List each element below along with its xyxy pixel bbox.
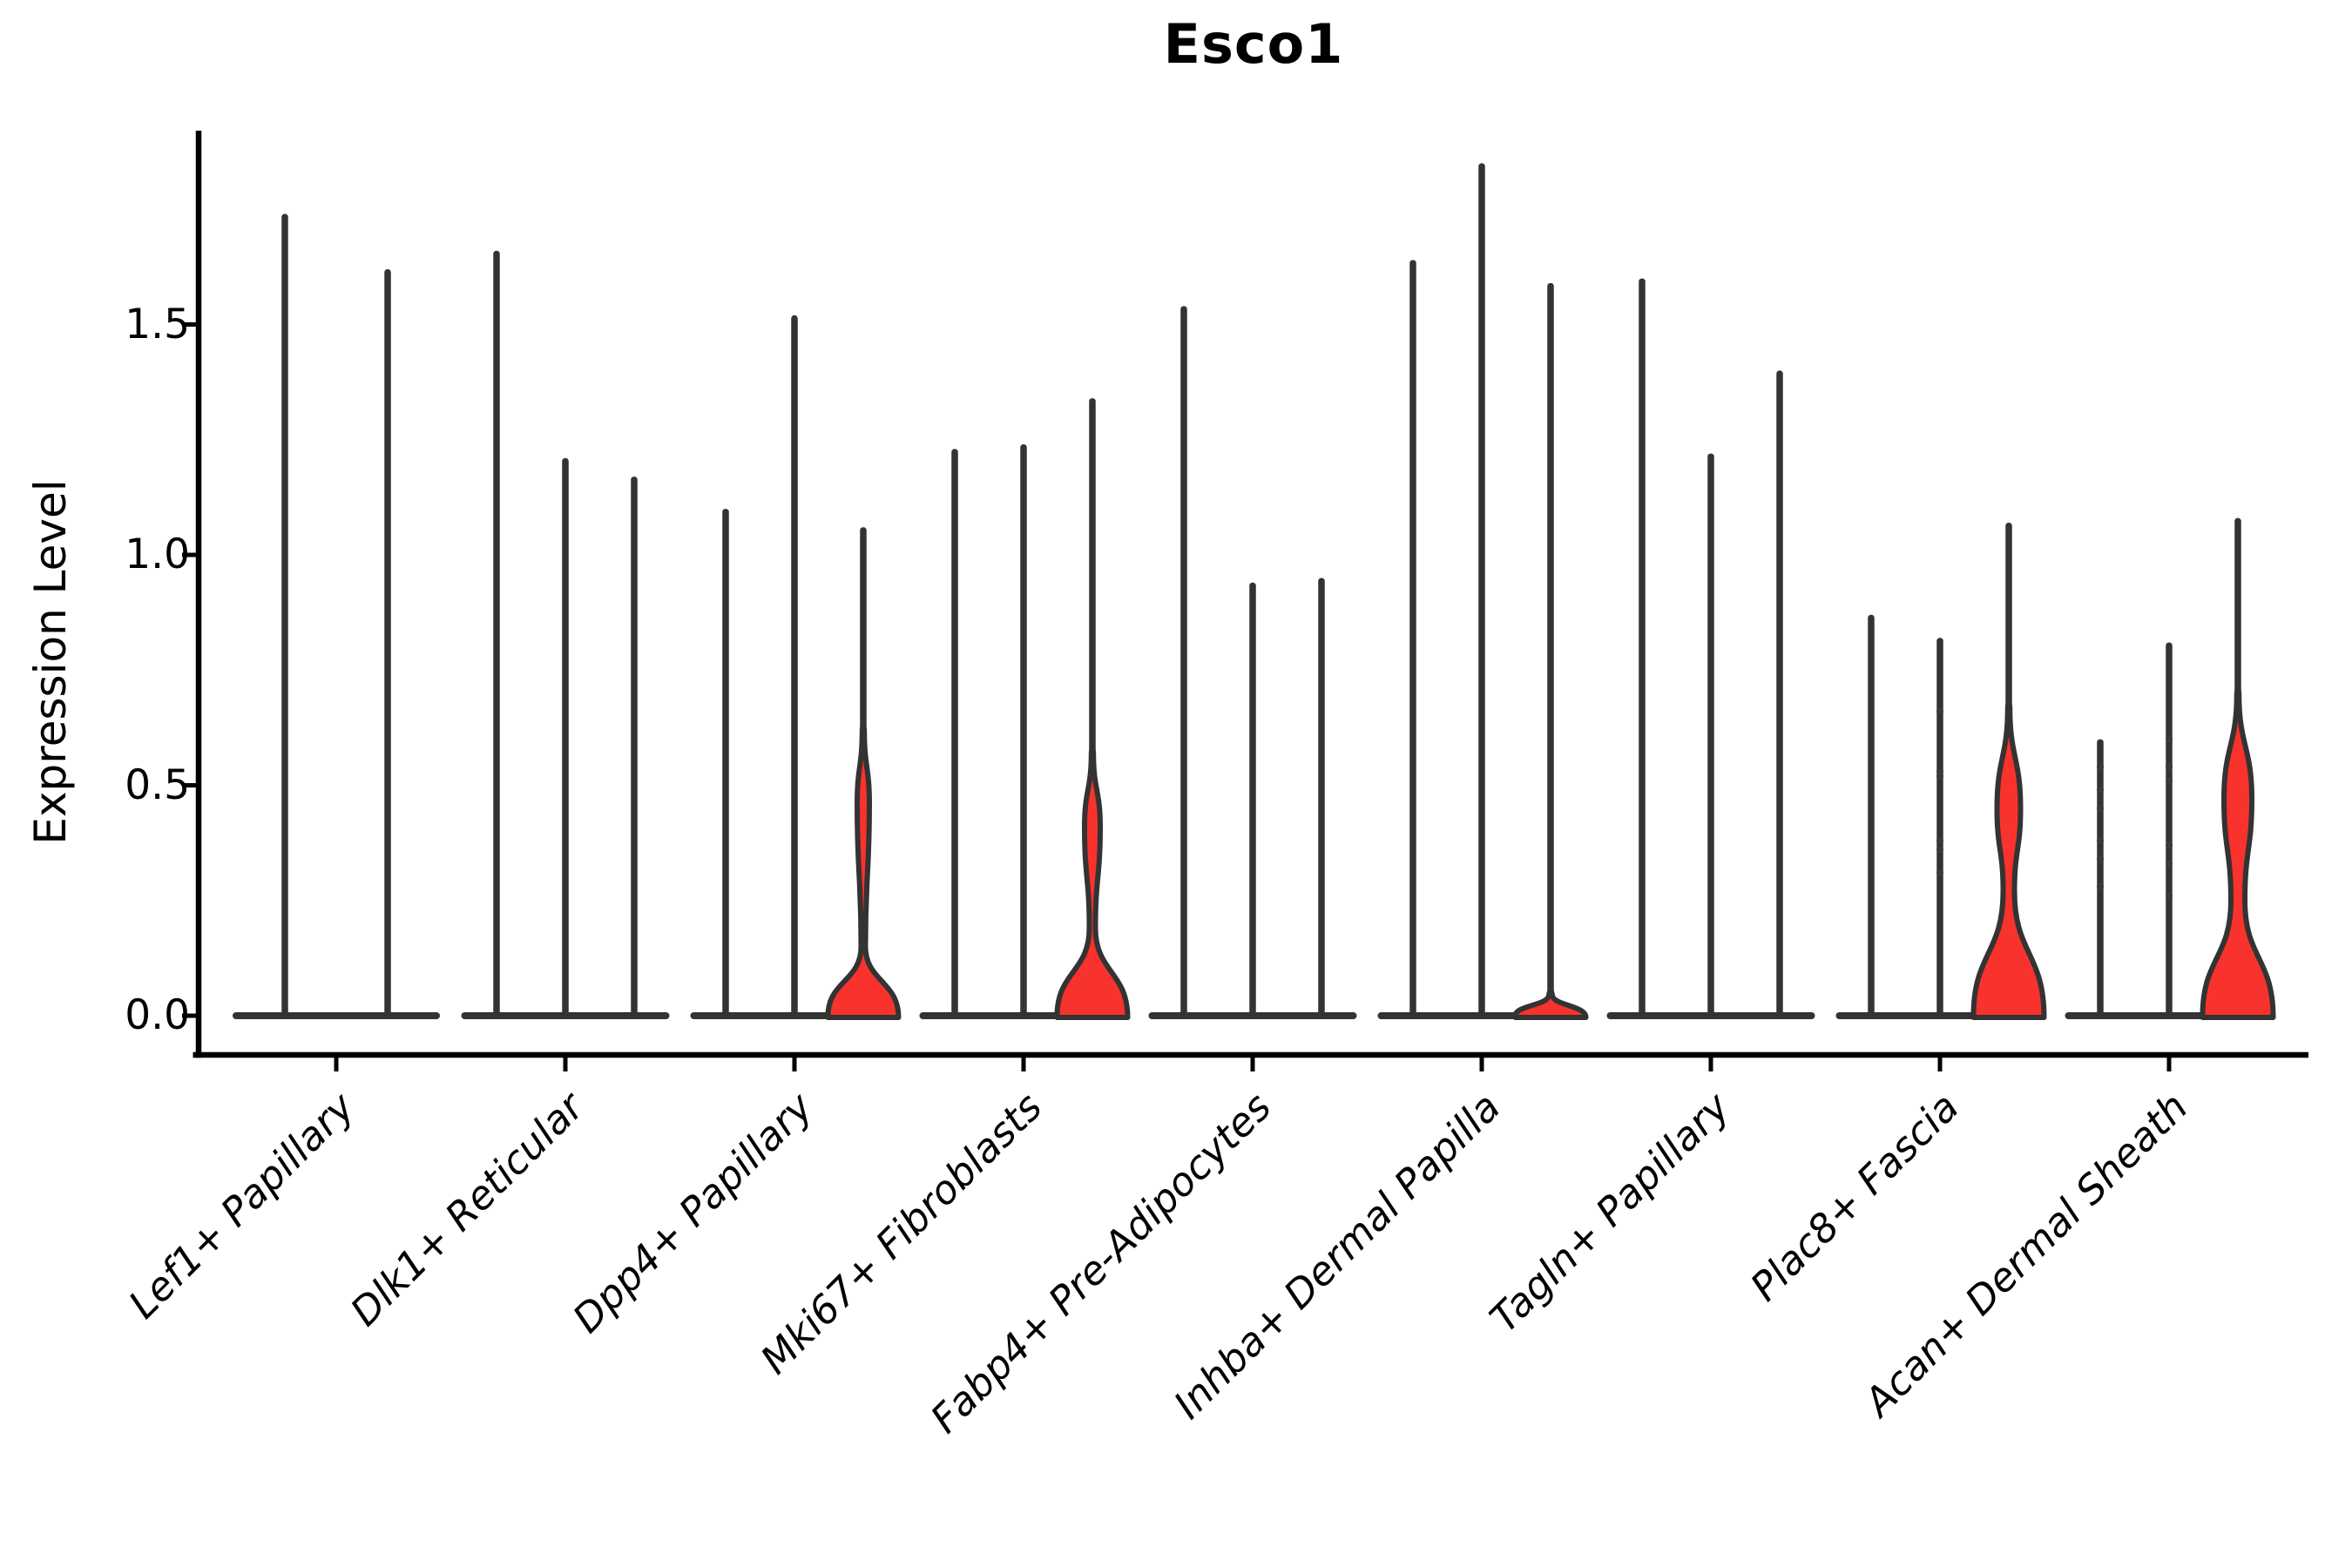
expression-dot	[2097, 786, 2104, 794]
y-tick	[182, 1013, 199, 1018]
expression-dot	[1936, 836, 1943, 844]
violin-stem	[631, 476, 638, 1016]
expression-dot	[1936, 767, 1943, 775]
x-tick	[2166, 1055, 2172, 1071]
violin-stem	[2005, 522, 2012, 718]
x-tick	[563, 1055, 568, 1071]
violin-stem	[1639, 278, 1646, 1017]
violin-stem	[562, 457, 569, 1016]
violin-stem	[1180, 306, 1187, 1017]
violin-stem	[1478, 163, 1485, 1017]
violin-body-filled	[2200, 686, 2276, 1020]
violin-body-filled	[825, 723, 902, 1020]
violin-stem	[1547, 282, 1554, 1006]
x-tick	[334, 1055, 339, 1071]
violin-stem	[2097, 739, 2104, 1016]
x-tick	[1021, 1055, 1026, 1071]
expression-dot	[2097, 804, 2104, 812]
expression-dot	[2166, 892, 2173, 900]
x-tick	[1708, 1055, 1713, 1071]
violin-stem	[384, 269, 391, 1016]
y-tick	[182, 783, 199, 787]
violin-stem	[1868, 614, 1875, 1016]
violin-stem	[2166, 642, 2173, 1016]
y-axis-label: Expression Level	[25, 479, 76, 845]
violin-stem	[722, 509, 729, 1016]
violin-stem	[2234, 517, 2241, 704]
expression-dot	[2166, 735, 2173, 743]
y-tick	[182, 552, 199, 558]
x-tick	[1937, 1055, 1943, 1071]
violin-body-filled	[1512, 988, 1589, 1020]
violin-baseline	[233, 1012, 440, 1019]
expression-dot	[2166, 763, 2173, 771]
expression-dot	[1936, 707, 1943, 715]
violin-stem	[1409, 260, 1416, 1016]
x-tick	[792, 1055, 797, 1071]
x-tick	[1479, 1055, 1484, 1071]
x-tick	[1250, 1055, 1255, 1071]
expression-dot	[1936, 846, 1943, 854]
violin-stem	[1318, 578, 1325, 1016]
expression-dot	[2097, 882, 2104, 890]
expression-dot	[2166, 841, 2173, 849]
y-tick-label: 0.5	[125, 760, 190, 809]
expression-dot	[2166, 777, 2173, 785]
violin-stem	[1776, 370, 1783, 1016]
expression-dot	[2097, 763, 2104, 771]
expression-dot	[2097, 855, 2104, 863]
y-tick	[182, 322, 199, 327]
chart-title: Esco1	[1163, 12, 1344, 76]
violin-stem	[791, 314, 798, 1016]
violin-stem	[281, 213, 288, 1017]
violin-stem	[1249, 582, 1256, 1016]
violin-stem	[860, 527, 867, 741]
expression-dot	[2166, 860, 2173, 868]
violin-stem	[1936, 638, 1943, 1016]
y-tick-label: 1.0	[125, 531, 190, 578]
violin-stem	[493, 250, 500, 1016]
y-tick-label: 1.5	[125, 300, 190, 348]
violin-stem	[951, 449, 958, 1016]
violin-body-filled	[1970, 700, 2047, 1020]
violin-stem	[1020, 444, 1027, 1016]
violin-stem	[1707, 453, 1714, 1016]
expression-dot	[2097, 836, 2104, 844]
y-tick-label: 0.0	[125, 991, 190, 1039]
y-axis-spine	[195, 131, 202, 1058]
violin-body-filled	[1054, 746, 1131, 1020]
expression-dot	[1936, 869, 1943, 877]
violin-stem	[1089, 398, 1096, 764]
